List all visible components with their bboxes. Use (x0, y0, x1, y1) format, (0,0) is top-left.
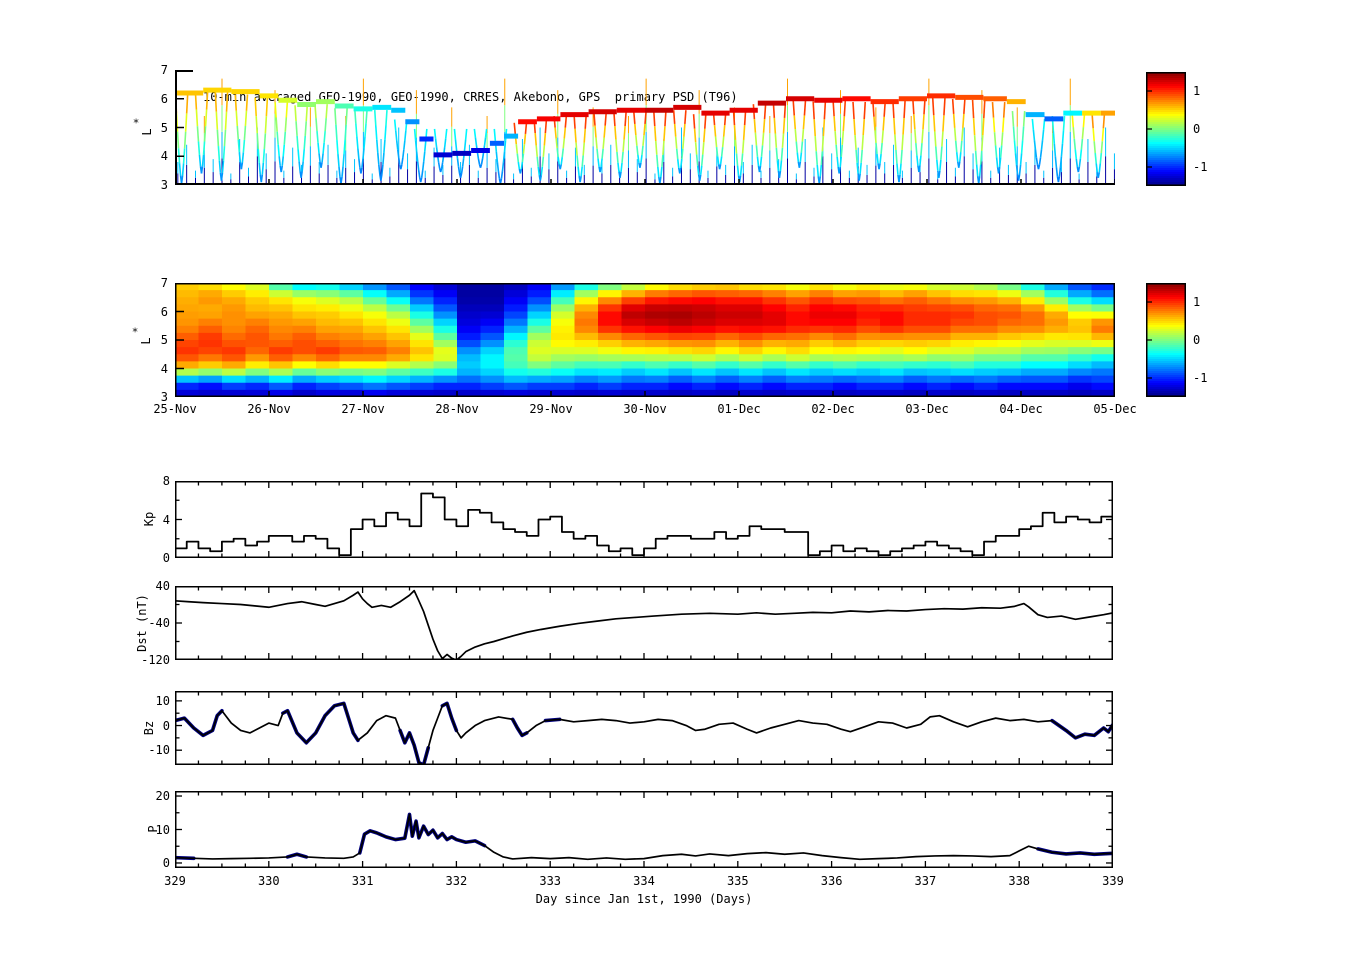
date-tick-label: 28-Nov (435, 402, 479, 416)
dst-ytick-label: 40 (155, 579, 170, 593)
date-tick-label: 03-Dec (905, 402, 949, 416)
psd-scatter-ylabel-sup: * (132, 116, 140, 130)
colorbar-middle-tick-label: 0 (1193, 333, 1201, 347)
day-tick-label: 332 (445, 874, 468, 888)
date-tick-label: 05-Dec (1093, 402, 1137, 416)
date-tick-label: 27-Nov (341, 402, 385, 416)
psd-scatter-ylabel: L (140, 128, 154, 136)
bz-ytick-label: -10 (148, 743, 170, 758)
psd-map-ytick-label: 4 (160, 361, 168, 376)
psd-scatter-ytick-label: 3 (160, 178, 168, 192)
colorbar-top (1146, 72, 1186, 186)
psd-map-ylabel: L (139, 337, 153, 345)
colorbar-top-tick-label: -1 (1193, 160, 1208, 174)
colorbar-top-tick-label: 1 (1193, 84, 1201, 98)
psd-map-ytick-label: 5 (160, 333, 168, 347)
date-tick-label: 02-Dec (811, 402, 855, 416)
date-tick-label: 04-Dec (999, 402, 1043, 416)
kp-ytick-label: 8 (162, 474, 170, 488)
day-tick-label: 336 (820, 874, 843, 888)
dst-ylabel: Dst (nT) (135, 594, 149, 652)
psd-map-plot (175, 283, 1115, 397)
bz-ylabel: Bz (142, 720, 156, 736)
x-axis-label: Day since Jan 1st, 1990 (Days) (535, 892, 753, 906)
day-tick-label: 329 (164, 874, 186, 888)
p-ytick-label: 0 (162, 855, 170, 870)
dst-ytick-label: -120 (141, 653, 170, 667)
colorbar-middle-tick-label: -1 (1193, 371, 1208, 385)
psd-map-ytick-label: 6 (160, 304, 168, 319)
colorbar-top-tick-label: 0 (1193, 122, 1201, 136)
day-tick-label: 338 (1008, 874, 1031, 888)
day-tick-label: 335 (726, 874, 749, 888)
bz-plot (175, 691, 1113, 765)
psd-map-ytick-label: 7 (160, 276, 168, 290)
colorbar-middle (1146, 283, 1186, 397)
kp-ytick-label: 0 (162, 551, 170, 565)
psd-map-ylabel-sup: * (131, 325, 139, 339)
psd-scatter-title: 10-min averaged GEO-1990, GEO-1990, CRRE… (203, 90, 738, 104)
p-ytick-label: 20 (155, 789, 170, 804)
bz-ytick-label: 10 (155, 693, 170, 708)
p-ytick-label: 10 (155, 822, 170, 837)
dst-ytick-label: -40 (148, 616, 170, 630)
kp-ylabel: Kp (142, 511, 156, 527)
psd-scatter-ytick-label: 5 (160, 120, 168, 135)
colorbar-middle-tick-label: 1 (1193, 295, 1201, 309)
date-tick-label: 01-Dec (717, 402, 761, 416)
day-tick-label: 333 (539, 874, 562, 888)
kp-plot (175, 481, 1113, 558)
day-tick-label: 337 (914, 874, 937, 888)
date-tick-label: 30-Nov (623, 402, 667, 416)
psd-map-ytick-label: 3 (160, 390, 168, 404)
psd-scatter-plot (175, 70, 1115, 185)
psd-scatter-ytick-label: 4 (160, 149, 168, 164)
date-tick-label: 29-Nov (529, 402, 573, 416)
date-tick-label: 26-Nov (247, 402, 291, 416)
bz-ytick-label: 0 (162, 718, 170, 733)
day-tick-label: 330 (257, 874, 280, 888)
psd-scatter-ytick-label: 6 (160, 91, 168, 106)
day-tick-label: 331 (351, 874, 374, 888)
psd-scatter-ytick-label: 7 (160, 63, 168, 77)
day-tick-label: 339 (1102, 874, 1124, 888)
p-plot (175, 791, 1113, 868)
dst-plot (175, 586, 1113, 660)
date-tick-label: 25-Nov (153, 402, 197, 416)
kp-ytick-label: 4 (162, 512, 170, 527)
day-tick-label: 334 (633, 874, 655, 888)
